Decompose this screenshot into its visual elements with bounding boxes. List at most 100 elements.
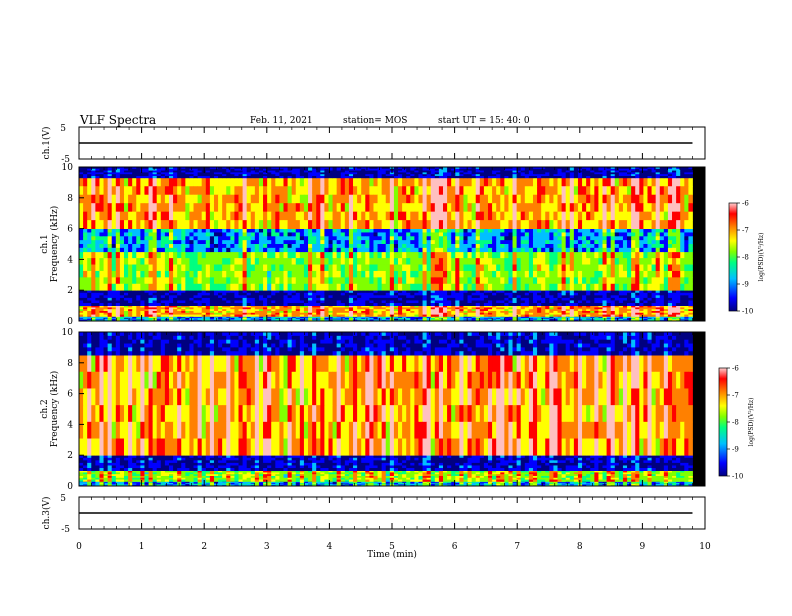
spectrogram-cell [91,284,95,291]
spectrogram-cell [508,232,512,236]
spectrogram-cell [504,271,508,278]
spectrogram-cell [553,265,557,272]
spectrogram-cell [427,293,431,296]
spectrogram-cell [247,240,251,244]
spectrogram-cell [239,186,243,195]
spectrogram-cell [243,195,247,204]
spectrogram-cell [222,290,226,293]
spectrogram-cell [251,265,255,272]
spectrogram-cell [468,298,472,301]
spectrogram-cell [664,186,668,195]
spectrogram-cell [79,244,83,248]
spectrogram-cell [578,244,582,248]
spectrogram-cell [447,229,451,233]
spectrogram-cell [631,258,635,265]
spectrogram-cell [652,293,656,296]
spectrogram-cell [549,195,553,204]
spectrogram-cell [275,293,279,296]
spectrogram-cell [455,244,459,248]
spectrogram-cell [373,293,377,296]
spectrogram-cell [255,303,259,306]
spectrogram-cell [582,178,586,187]
spectrogram-cell [541,295,545,298]
spectrogram-cell [210,232,214,236]
spectrogram-cell [639,298,643,301]
spectrogram-cell [664,271,668,278]
spectrogram-cell [508,315,512,317]
spectrogram-cell [165,298,169,301]
spectrogram-cell [639,277,643,284]
spectrogram-cell [615,252,619,259]
spectrogram-cell [292,232,296,236]
spectrogram-cell [165,178,169,187]
spectrogram-cell [607,178,611,187]
spectrogram-cell [652,178,656,187]
spectrogram-cell [120,271,124,278]
spectrogram-cell [263,195,267,204]
spectrogram-cell [484,244,488,248]
spectrogram-cell [492,244,496,248]
spectrogram-cell [357,252,361,259]
spectrogram-cell [660,293,664,296]
spectrogram-cell [373,290,377,293]
spectrogram-cell [611,303,615,306]
spectrogram-cell [345,265,349,272]
spectrogram-cell [132,248,136,252]
spectrogram-cell [672,293,676,296]
spectrogram-cell [79,303,83,306]
spectrogram-cell [562,240,566,244]
spectrogram-cell [476,195,480,204]
spectrogram-cell [504,265,508,272]
spectrogram-cell [239,236,243,240]
spectrogram-cell [210,203,214,212]
spectrogram-cell [455,248,459,252]
spectrogram-cell [423,284,427,291]
spectrogram-cell [615,244,619,248]
spectrogram-cell [603,252,607,259]
spectrogram-cell [275,284,279,291]
spectrogram-cell [492,195,496,204]
spectrogram-cell [660,295,664,298]
spectrogram-cell [639,248,643,252]
spectrogram-cell [652,315,656,317]
spectrogram-cell [594,303,598,306]
spectrogram-cell [406,236,410,240]
spectrogram-cell [222,284,226,291]
spectrogram-cell [349,298,353,301]
spectrogram-cell [369,295,373,298]
spectrogram-cell [198,284,202,291]
spectrogram-cell [218,244,222,248]
spectrogram-cell [435,248,439,252]
spectrogram-cell [459,232,463,236]
spectrogram-cell [410,232,414,236]
spectrogram-cell [521,295,525,298]
spectrogram-cell [459,265,463,272]
spectrogram-cell [484,300,488,303]
spectrogram-cell [672,244,676,248]
spectrogram-cell [206,315,210,317]
spectrogram-cell [99,303,103,306]
spectrogram-cell [562,300,566,303]
spectrogram-cell [349,271,353,278]
spectrogram-cell [337,195,341,204]
spectrogram-cell [316,295,320,298]
spectrogram-cell [447,277,451,284]
spectrogram-cell [239,248,243,252]
spectrogram-cell [124,315,128,317]
spectrogram-cell [304,290,308,293]
spectrogram-cell [153,195,157,204]
spectrogram-cell [153,258,157,265]
spectrogram-cell [222,195,226,204]
spectrogram-cell [574,303,578,306]
spectrogram-cell [222,240,226,244]
spectrogram-cell [443,298,447,301]
spectrogram-cell [684,298,688,301]
spectrogram-cell [439,298,443,301]
spectrogram-cell [185,298,189,301]
spectrogram-cell [271,195,275,204]
spectrogram-cell [136,258,140,265]
spectrogram-cell [517,252,521,259]
spectrogram-cell [414,265,418,272]
spectrogram-cell [218,293,222,296]
